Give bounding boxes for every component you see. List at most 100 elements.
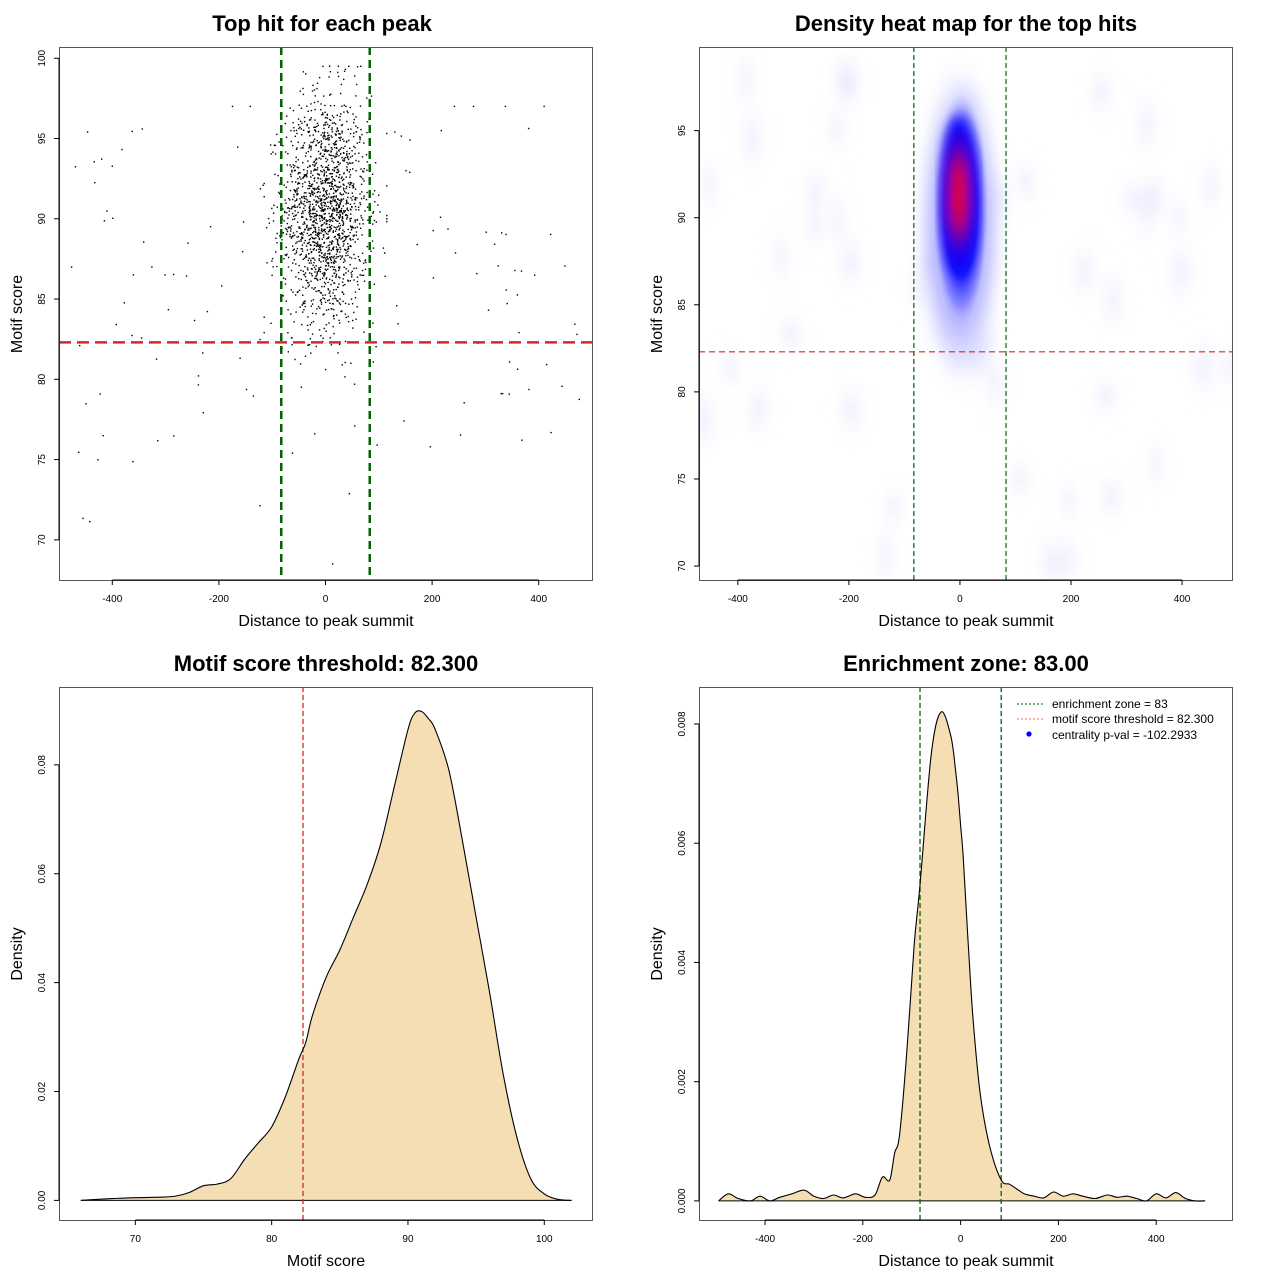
scatter-point: [354, 188, 357, 190]
heatmap-faint-blob: [1089, 365, 1122, 427]
scatter-point: [343, 70, 346, 72]
plot-area: [718, 687, 1206, 1220]
scatter-point: [330, 119, 332, 121]
scatter-point: [340, 136, 342, 138]
scatter-point: [346, 235, 349, 238]
scatter-point: [307, 285, 309, 288]
scatter-point: [564, 265, 566, 267]
x-tick-label: -200: [839, 594, 859, 605]
scatter-point: [308, 127, 310, 129]
scatter-point: [302, 129, 305, 131]
scatter-point: [347, 321, 350, 323]
scatter-point: [334, 184, 336, 187]
scatter-point: [331, 200, 333, 203]
scatter-point: [307, 160, 309, 162]
scatter-point: [337, 130, 339, 132]
scatter-point: [338, 319, 340, 321]
scatter-point: [339, 139, 341, 142]
scatter-point: [307, 150, 309, 153]
scatter-point: [311, 224, 313, 226]
scatter-point: [357, 238, 359, 240]
scatter-point: [543, 105, 545, 108]
scatter-point: [355, 159, 357, 162]
scatter-point: [316, 169, 318, 171]
scatter-point: [311, 275, 313, 277]
scatter-point: [344, 68, 347, 70]
scatter-point: [327, 182, 330, 184]
scatter-point: [284, 211, 286, 214]
scatter-point: [342, 233, 344, 235]
scatter-point: [296, 132, 298, 135]
scatter-point: [335, 153, 337, 155]
scatter-point: [355, 116, 357, 118]
scatter-point: [302, 147, 304, 149]
scatter-point: [347, 192, 350, 194]
scatter-point: [337, 71, 339, 74]
scatter-point: [321, 204, 323, 207]
scatter-point: [359, 223, 361, 225]
scatter-point: [355, 318, 357, 320]
scatter-point: [155, 358, 158, 360]
scatter-point: [313, 161, 315, 164]
scatter-point: [333, 116, 335, 119]
scatter-point: [384, 252, 386, 254]
scatter-point: [316, 173, 319, 175]
scatter-point: [231, 105, 234, 108]
scatter-point: [334, 260, 336, 263]
scatter-point: [290, 337, 293, 339]
scatter-point: [338, 133, 340, 135]
scatter-point: [306, 232, 309, 235]
scatter-point: [346, 202, 348, 204]
plot-area: [59, 47, 592, 580]
scatter-point: [335, 175, 338, 177]
scatter-point: [323, 281, 326, 284]
scatter-point: [339, 202, 341, 204]
scatter-point: [286, 230, 289, 233]
y-tick-label: 0.00: [37, 1190, 48, 1210]
scatter-point: [310, 300, 313, 302]
scatter-point: [301, 196, 303, 198]
scatter-point: [313, 266, 316, 269]
scatter-point: [320, 140, 322, 142]
scatter-point: [338, 269, 340, 272]
scatter-point: [332, 315, 335, 318]
scatter-point: [333, 122, 335, 124]
scatter-point: [324, 180, 327, 183]
scatter-point: [316, 271, 318, 273]
scatter-point: [330, 219, 332, 221]
scatter-point: [364, 268, 367, 270]
scatter-point: [332, 199, 334, 201]
scatter-point: [335, 186, 338, 188]
scatter-point: [296, 188, 298, 190]
scatter-point: [321, 256, 323, 258]
scatter-point: [366, 131, 368, 134]
scatter-point: [304, 228, 306, 231]
scatter-point: [335, 261, 337, 263]
heatmap-faint-blob: [1057, 467, 1080, 535]
scatter-point: [327, 233, 329, 235]
scatter-point: [361, 274, 363, 276]
scatter-point: [308, 227, 310, 229]
scatter-point: [323, 124, 325, 126]
scatter-point: [347, 155, 349, 158]
scatter-point: [327, 263, 330, 265]
heatmap-faint-blob: [737, 90, 768, 184]
scatter-point: [378, 194, 380, 196]
y-tick-label: 85: [677, 299, 688, 311]
scatter-point: [359, 203, 362, 206]
scatter-point: [485, 231, 487, 233]
scatter-point: [274, 153, 277, 155]
scatter-point: [315, 231, 317, 234]
scatter-point: [323, 135, 326, 137]
scatter-point: [309, 216, 312, 218]
legend-label-enrichment: enrichment zone = 83: [1052, 697, 1168, 711]
scatter-point: [272, 212, 275, 214]
scatter-point: [327, 237, 329, 239]
scatter-point: [319, 291, 322, 294]
scatter-point: [315, 218, 317, 220]
scatter-point: [313, 209, 315, 211]
scatter-point: [308, 241, 310, 244]
scatter-point: [334, 199, 336, 201]
scatter-point: [574, 323, 576, 325]
scatter-point: [323, 175, 325, 177]
